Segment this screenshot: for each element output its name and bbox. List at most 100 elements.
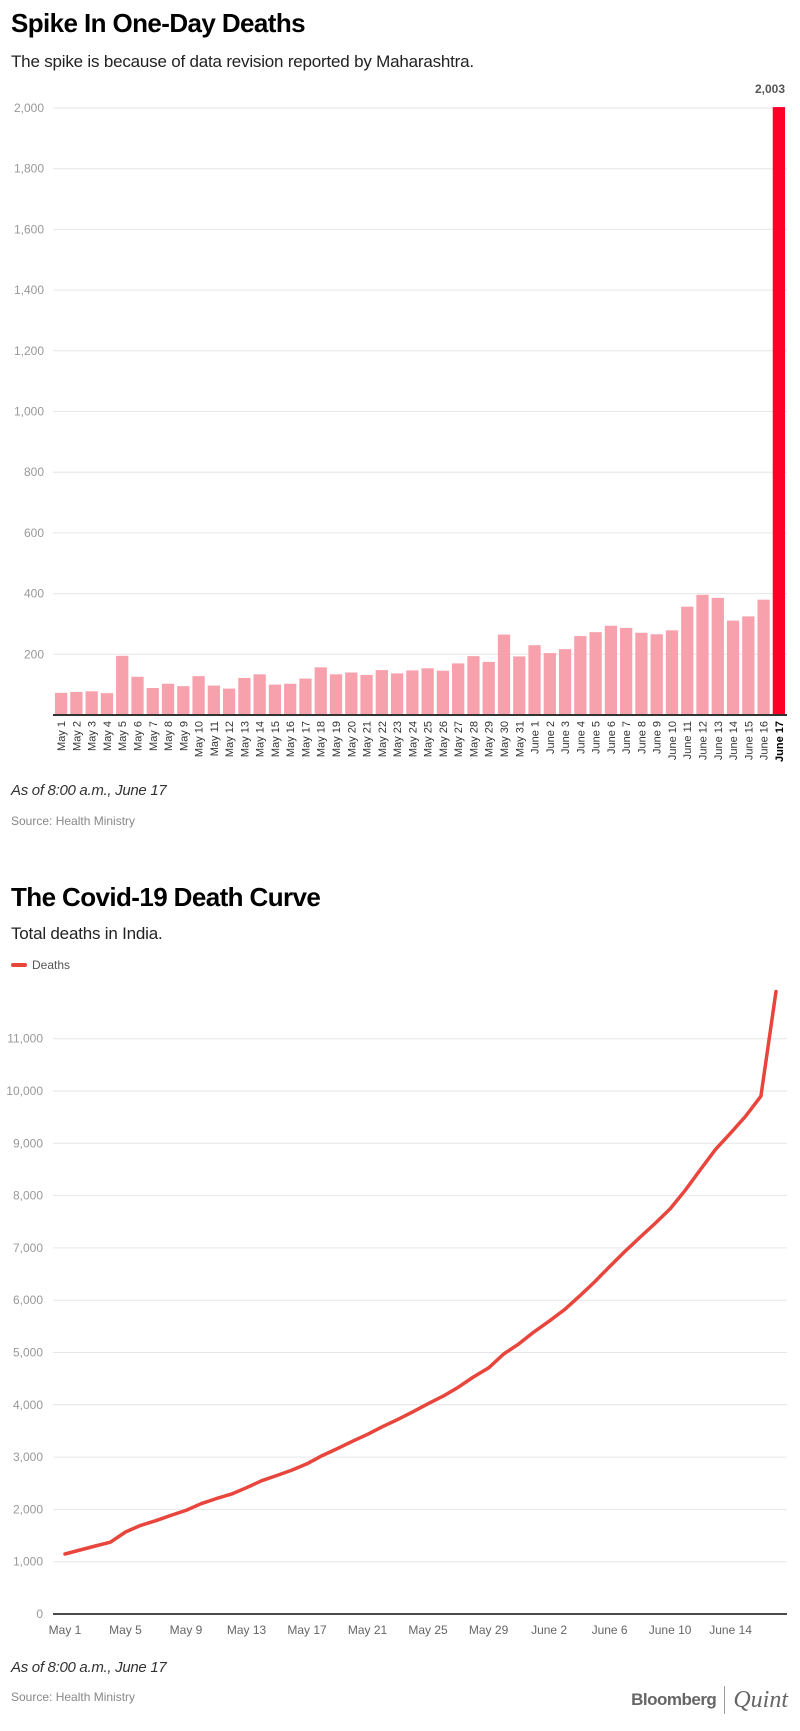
bar-june-2 — [543, 653, 556, 715]
x-tick-label: June 6 — [592, 1623, 628, 1637]
bar-may-1 — [55, 692, 68, 715]
bar-may-9 — [177, 686, 190, 715]
line-chart: 0 1,000 2,000 3,000 4,000 5,000 6,000 7,000 8,00… — [6, 989, 787, 1637]
x-tick-label: June 14 — [709, 1623, 752, 1637]
bar-may-4 — [100, 693, 114, 715]
x-tick-label: June 10 — [649, 1623, 692, 1637]
logo-bloomberg: Bloomberg — [631, 1690, 717, 1709]
x-tick-label: June 8 — [636, 721, 648, 754]
bar-may-22 — [375, 670, 388, 715]
y-tick-label: 2,000 — [14, 101, 44, 115]
bar-june-8 — [635, 632, 648, 715]
bar-may-2 — [70, 691, 83, 715]
bar-may-28 — [467, 656, 480, 715]
x-tick-label: May 17 — [287, 1623, 327, 1637]
bar-june-17 — [772, 107, 785, 716]
bar-may-19 — [329, 674, 343, 715]
y-tick-label: 11,000 — [7, 1032, 43, 1046]
bar-june-13 — [711, 597, 724, 715]
x-tick-label: June 7 — [621, 721, 633, 754]
bar-june-14 — [726, 620, 740, 715]
bar-june-3 — [558, 649, 572, 715]
bar-may-29 — [482, 661, 495, 715]
line-chart-subtitle: Total deaths in India. — [11, 924, 163, 943]
bar-may-18 — [314, 667, 327, 715]
y-tick-label: 10,000 — [6, 1084, 43, 1098]
x-tick-label: May 31 — [514, 721, 526, 757]
y-tick-label: 8,000 — [13, 1189, 43, 1203]
x-tick-label: May 29 — [469, 1623, 509, 1637]
x-tick-label: May 17 — [300, 721, 312, 757]
bar-chart-source: Source: Health Ministry — [11, 814, 136, 828]
bar-may-24 — [406, 670, 419, 715]
legend-label-deaths: Deaths — [32, 958, 71, 972]
logo-quint: Quint — [733, 1686, 788, 1713]
bar-may-15 — [268, 684, 282, 715]
bloomberg-quint-logo: Bloomberg Quint — [631, 1686, 788, 1714]
y-tick-label: 1,000 — [13, 1555, 43, 1569]
bar-chart: 200 400 600 800 1,000 1,200 1,400 1,600 1,800 2,0… — [14, 82, 787, 762]
bar-june-7 — [620, 627, 633, 715]
bar-may-7 — [146, 687, 159, 715]
bar-may-25 — [421, 668, 434, 715]
bar-may-30 — [497, 634, 511, 715]
x-tick-label: June 1 — [530, 721, 542, 754]
bar-june-16 — [757, 599, 770, 715]
x-tick-label: May 7 — [148, 721, 160, 751]
x-tick-label: May 4 — [102, 721, 114, 751]
x-tick-label: May 21 — [348, 1623, 388, 1637]
x-tick-label: June 11 — [682, 721, 694, 759]
bar-june-1 — [528, 645, 541, 715]
x-tick-label: May 13 — [227, 1623, 267, 1637]
x-tick-label: June 13 — [713, 721, 725, 760]
y-tick-label: 7,000 — [13, 1241, 43, 1255]
bar-june-12 — [696, 594, 709, 715]
x-tick-label: May 9 — [178, 721, 190, 751]
x-tick-label: June 3 — [560, 721, 572, 754]
bar-may-14 — [253, 674, 266, 715]
bar-may-12 — [222, 688, 236, 715]
y-tick-label: 1,800 — [14, 162, 44, 176]
bar-may-3 — [85, 691, 98, 715]
x-tick-label: June 15 — [743, 721, 755, 760]
x-tick-label: June 9 — [652, 721, 664, 754]
bar-may-5 — [116, 655, 129, 715]
y-tick-label: 1,400 — [14, 283, 44, 297]
x-tick-label: May 26 — [438, 721, 450, 757]
x-tick-label: May 30 — [499, 721, 511, 757]
y-tick-label: 800 — [24, 465, 44, 479]
x-tick-label: May 3 — [87, 721, 99, 751]
bar-may-27 — [452, 663, 465, 715]
x-tick-label: June 17 — [774, 721, 786, 762]
bar-may-11 — [207, 685, 220, 715]
bar-may-17 — [299, 678, 312, 715]
x-tick-label: June 12 — [698, 721, 710, 760]
deaths-line — [63, 989, 778, 1556]
x-tick-label: June 6 — [606, 721, 618, 754]
x-tick-label: May 14 — [255, 721, 267, 757]
line-chart-note: As of 8:00 a.m., June 17 — [11, 1659, 167, 1676]
x-tick-label: May 11 — [209, 721, 221, 756]
x-tick-label: June 10 — [667, 721, 679, 760]
y-tick-label: 4,000 — [13, 1398, 43, 1412]
y-tick-label: 1,600 — [14, 222, 44, 236]
bar-june-5 — [589, 632, 602, 715]
y-tick-label: 9,000 — [13, 1136, 43, 1150]
x-tick-label: May 21 — [362, 721, 374, 757]
x-tick-label: May 10 — [194, 721, 206, 757]
bar-june-9 — [650, 634, 663, 715]
x-tick-label: May 1 — [49, 1623, 82, 1637]
legend-swatch-deaths — [11, 963, 27, 967]
y-tick-label: 400 — [24, 587, 44, 601]
x-tick-label: May 9 — [170, 1623, 203, 1637]
x-tick-label: May 25 — [423, 721, 435, 757]
bar-june-6 — [604, 625, 618, 715]
y-tick-label: 3,000 — [13, 1450, 43, 1464]
bar-may-6 — [131, 676, 144, 715]
x-tick-label: May 5 — [109, 1623, 142, 1637]
y-tick-label: 5,000 — [13, 1346, 43, 1360]
x-tick-label: June 4 — [575, 721, 587, 754]
y-tick-label: 0 — [36, 1607, 43, 1621]
bar-may-8 — [161, 683, 175, 715]
x-tick-label: May 5 — [117, 721, 129, 751]
